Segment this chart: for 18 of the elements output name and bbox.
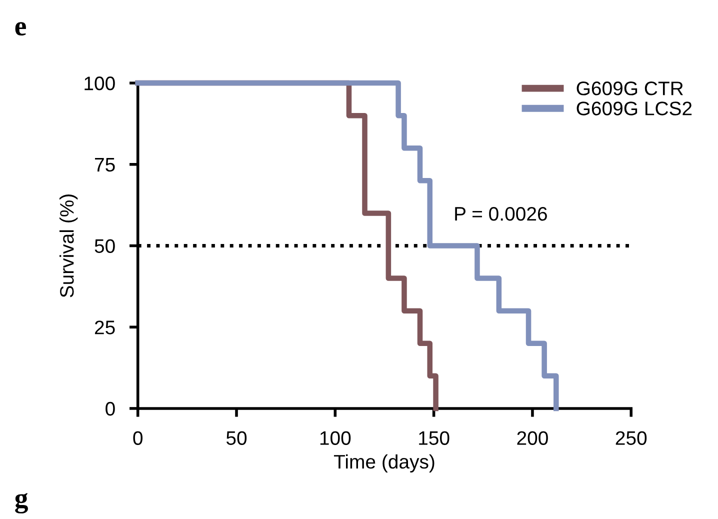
y-axis-title: Survival (%) bbox=[60, 194, 78, 298]
x-tick-label: 200 bbox=[517, 431, 548, 445]
x-tick-label: 250 bbox=[616, 431, 647, 445]
legend-label: G609G LCS2 bbox=[576, 102, 692, 116]
x-tick-label: 150 bbox=[419, 431, 450, 445]
x-tick-label: 0 bbox=[133, 431, 143, 445]
x-tick-label: 100 bbox=[320, 431, 351, 445]
y-tick-label: 100 bbox=[84, 76, 115, 90]
y-tick-label: 25 bbox=[94, 320, 115, 334]
x-tick-label: 50 bbox=[226, 431, 247, 445]
x-axis-title: Time (days) bbox=[334, 454, 434, 472]
text: g bbox=[15, 493, 28, 514]
y-tick-label: 50 bbox=[94, 239, 115, 253]
y-tick-label: 0 bbox=[106, 402, 115, 416]
legend-label: G609G CTR bbox=[576, 82, 683, 96]
y-tick-label: 75 bbox=[95, 158, 115, 172]
annotation: P = 0.0026 bbox=[455, 206, 547, 221]
text: e bbox=[15, 22, 26, 36]
